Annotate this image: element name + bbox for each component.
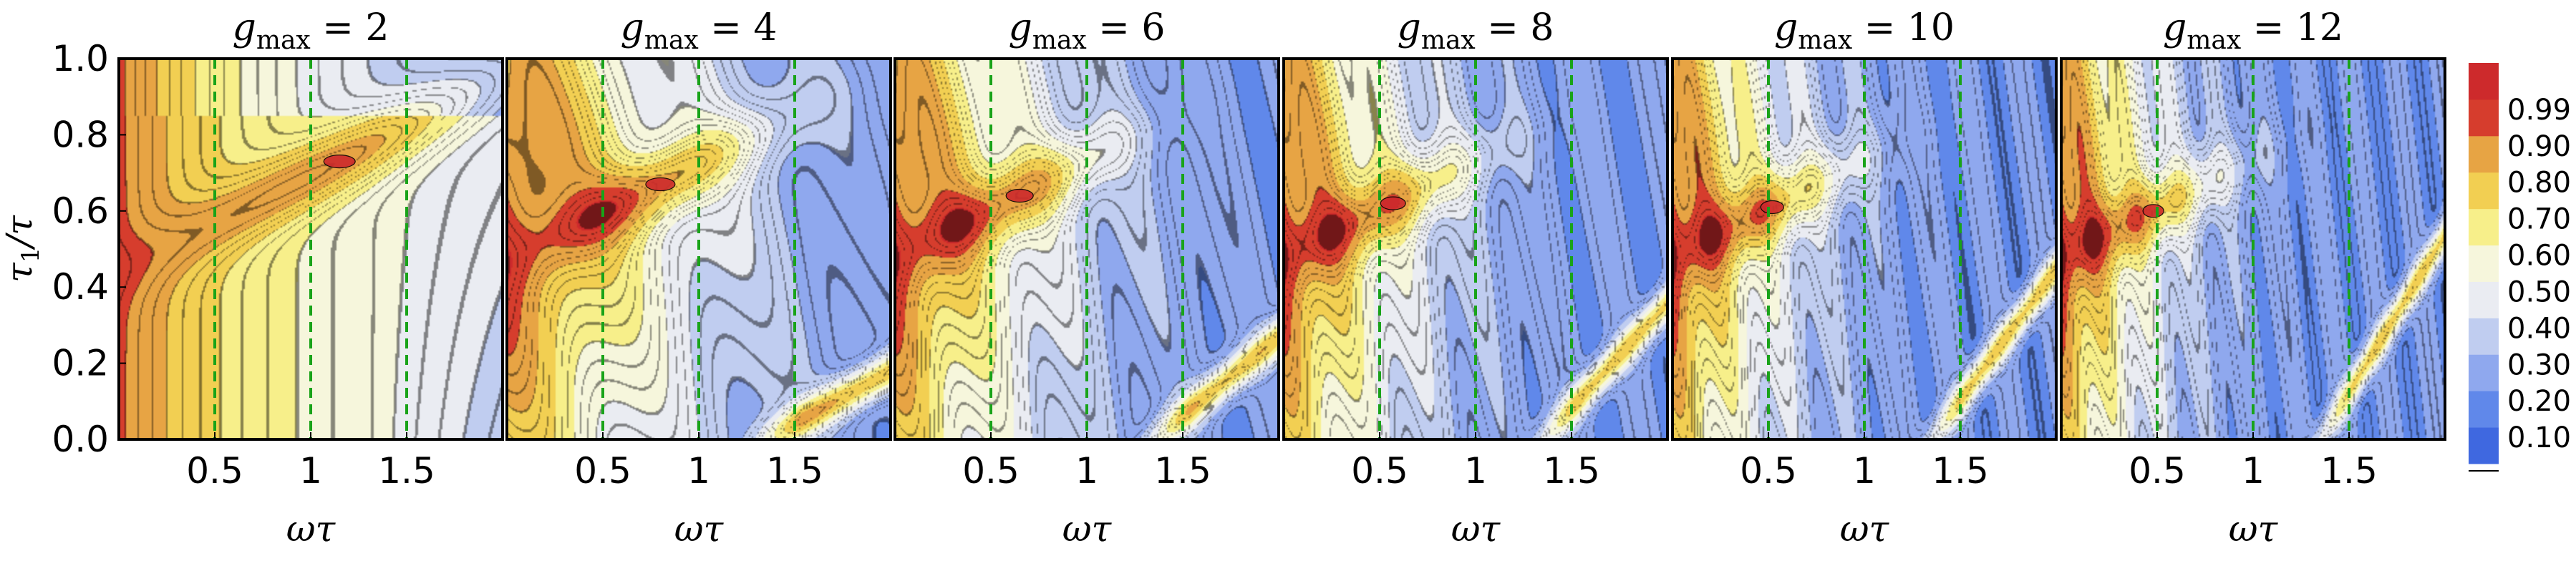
x-tick-label: 0.5: [2129, 450, 2186, 492]
panel-title: gmax = 6: [1009, 6, 1166, 55]
peak-marker: [645, 177, 676, 192]
x-axis-label: ωτ: [1451, 508, 1501, 550]
colorbar-segment: [2469, 318, 2499, 355]
x-tick-label: 1: [2242, 450, 2265, 492]
panel-title: gmax = 10: [1774, 6, 1955, 55]
title-variable: g: [1009, 6, 1032, 49]
colorbar-segment: [2469, 281, 2499, 318]
title-equals: = 8: [1476, 6, 1554, 49]
panel-3: 0.5 1 1.5 ωτ gmax = 6: [894, 6, 1280, 550]
x-tick-label: 1: [1075, 450, 1098, 492]
peak-marker: [1760, 200, 1784, 215]
panel-title: gmax = 8: [1398, 6, 1554, 55]
x-tick-label: 0.5: [962, 450, 1020, 492]
peak-marker: [1380, 196, 1406, 210]
peak-marker: [323, 155, 356, 169]
colorbar-label: 0.30: [2507, 348, 2571, 381]
colorbar-label: 0.80: [2507, 167, 2571, 200]
peak-marker: [2142, 204, 2164, 218]
x-tick-label: 1.5: [1543, 450, 1600, 492]
colorbar-segment: [2469, 99, 2499, 137]
panel-2: 0.5 1 1.5 ωτ gmax = 4: [505, 6, 892, 550]
panel-5: 0.5 1 1.5 ωτ gmax = 10: [1671, 6, 2058, 550]
y-tick-label: 0.6: [52, 190, 109, 232]
title-equals: = 4: [699, 6, 778, 49]
y-axis-label: τ1/τ: [0, 215, 45, 283]
panel-1: 0.5 1 1.5 ωτ gmax = 2: [117, 6, 504, 550]
colorbar-label: 0.20: [2507, 385, 2571, 418]
title-equals: = 12: [2241, 6, 2343, 49]
title-variable: g: [233, 6, 256, 49]
panel-title: gmax = 2: [233, 6, 389, 55]
colorbar-segment: [2469, 63, 2499, 100]
panel-title: gmax = 12: [2163, 6, 2343, 55]
panel-6: 0.5 1 1.5 ωτ gmax = 12: [2060, 6, 2446, 550]
y-tick-label: 0.4: [52, 266, 109, 308]
x-axis-label: ωτ: [674, 508, 725, 550]
x-tick-label: 1: [1853, 450, 1876, 492]
y-tick-label: 0.2: [52, 343, 109, 384]
colorbar-segment: [2469, 427, 2499, 464]
x-axis-label: ωτ: [1840, 508, 1890, 550]
x-tick-label: 0.5: [186, 450, 243, 492]
title-subscript: max: [2187, 26, 2241, 55]
x-tick-label: 0.5: [574, 450, 631, 492]
title-variable: g: [2163, 6, 2187, 49]
colorbar-label: 0.60: [2507, 240, 2571, 273]
title-variable: g: [1774, 6, 1798, 49]
y-label-tau: τ: [0, 262, 40, 283]
x-tick-label: 1.5: [378, 450, 435, 492]
colorbar-segment: [2469, 354, 2499, 391]
title-subscript: max: [1421, 26, 1476, 55]
y-label-subscript: 1: [16, 248, 45, 263]
y-label-tail: /τ: [0, 215, 40, 250]
panel-title: gmax = 4: [621, 6, 778, 55]
panel-4: 0.5 1 1.5 ωτ gmax = 8: [1282, 6, 1669, 550]
x-tick-label: 0.5: [1740, 450, 1797, 492]
x-tick-label: 1.5: [766, 450, 823, 492]
title-equals: = 6: [1087, 6, 1166, 49]
colorbar-label: 0.90: [2507, 130, 2571, 163]
y-tick-label: 0.8: [52, 114, 109, 155]
title-subscript: max: [1798, 26, 1852, 55]
colorbar-label: 0.70: [2507, 203, 2571, 236]
title-subscript: max: [644, 26, 699, 55]
colorbar-segment: [2469, 391, 2499, 428]
x-axis-label: ωτ: [286, 508, 336, 550]
colorbar-label: 0.10: [2507, 421, 2571, 454]
colorbar-segment: [2469, 135, 2499, 173]
colorbar-label: 0.99: [2507, 94, 2571, 127]
title-equals: = 10: [1852, 6, 1955, 49]
x-tick-label: 1: [687, 450, 710, 492]
y-tick-label: 0.0: [52, 419, 109, 460]
title-subscript: max: [1032, 26, 1087, 55]
y-tick-label: 1.0: [52, 38, 109, 79]
title-subscript: max: [256, 26, 311, 55]
x-axis-label: ωτ: [1062, 508, 1113, 550]
colorbar-label: 0.50: [2507, 275, 2571, 308]
x-tick-label: 1.5: [2320, 450, 2378, 492]
peak-marker: [1005, 188, 1034, 203]
colorbar-segment: [2469, 208, 2499, 246]
title-variable: g: [621, 6, 644, 49]
x-axis-label: ωτ: [2229, 508, 2279, 550]
x-tick-label: 0.5: [1351, 450, 1408, 492]
colorbar-segment: [2469, 172, 2499, 210]
x-tick-label: 1: [299, 450, 322, 492]
x-tick-label: 1.5: [1154, 450, 1211, 492]
x-tick-label: 1.5: [1932, 450, 1989, 492]
title-equals: = 2: [311, 6, 389, 49]
x-tick-label: 1: [1464, 450, 1487, 492]
colorbar-label: 0.40: [2507, 312, 2571, 345]
colorbar-segment: [2469, 245, 2499, 282]
title-variable: g: [1398, 6, 1421, 49]
